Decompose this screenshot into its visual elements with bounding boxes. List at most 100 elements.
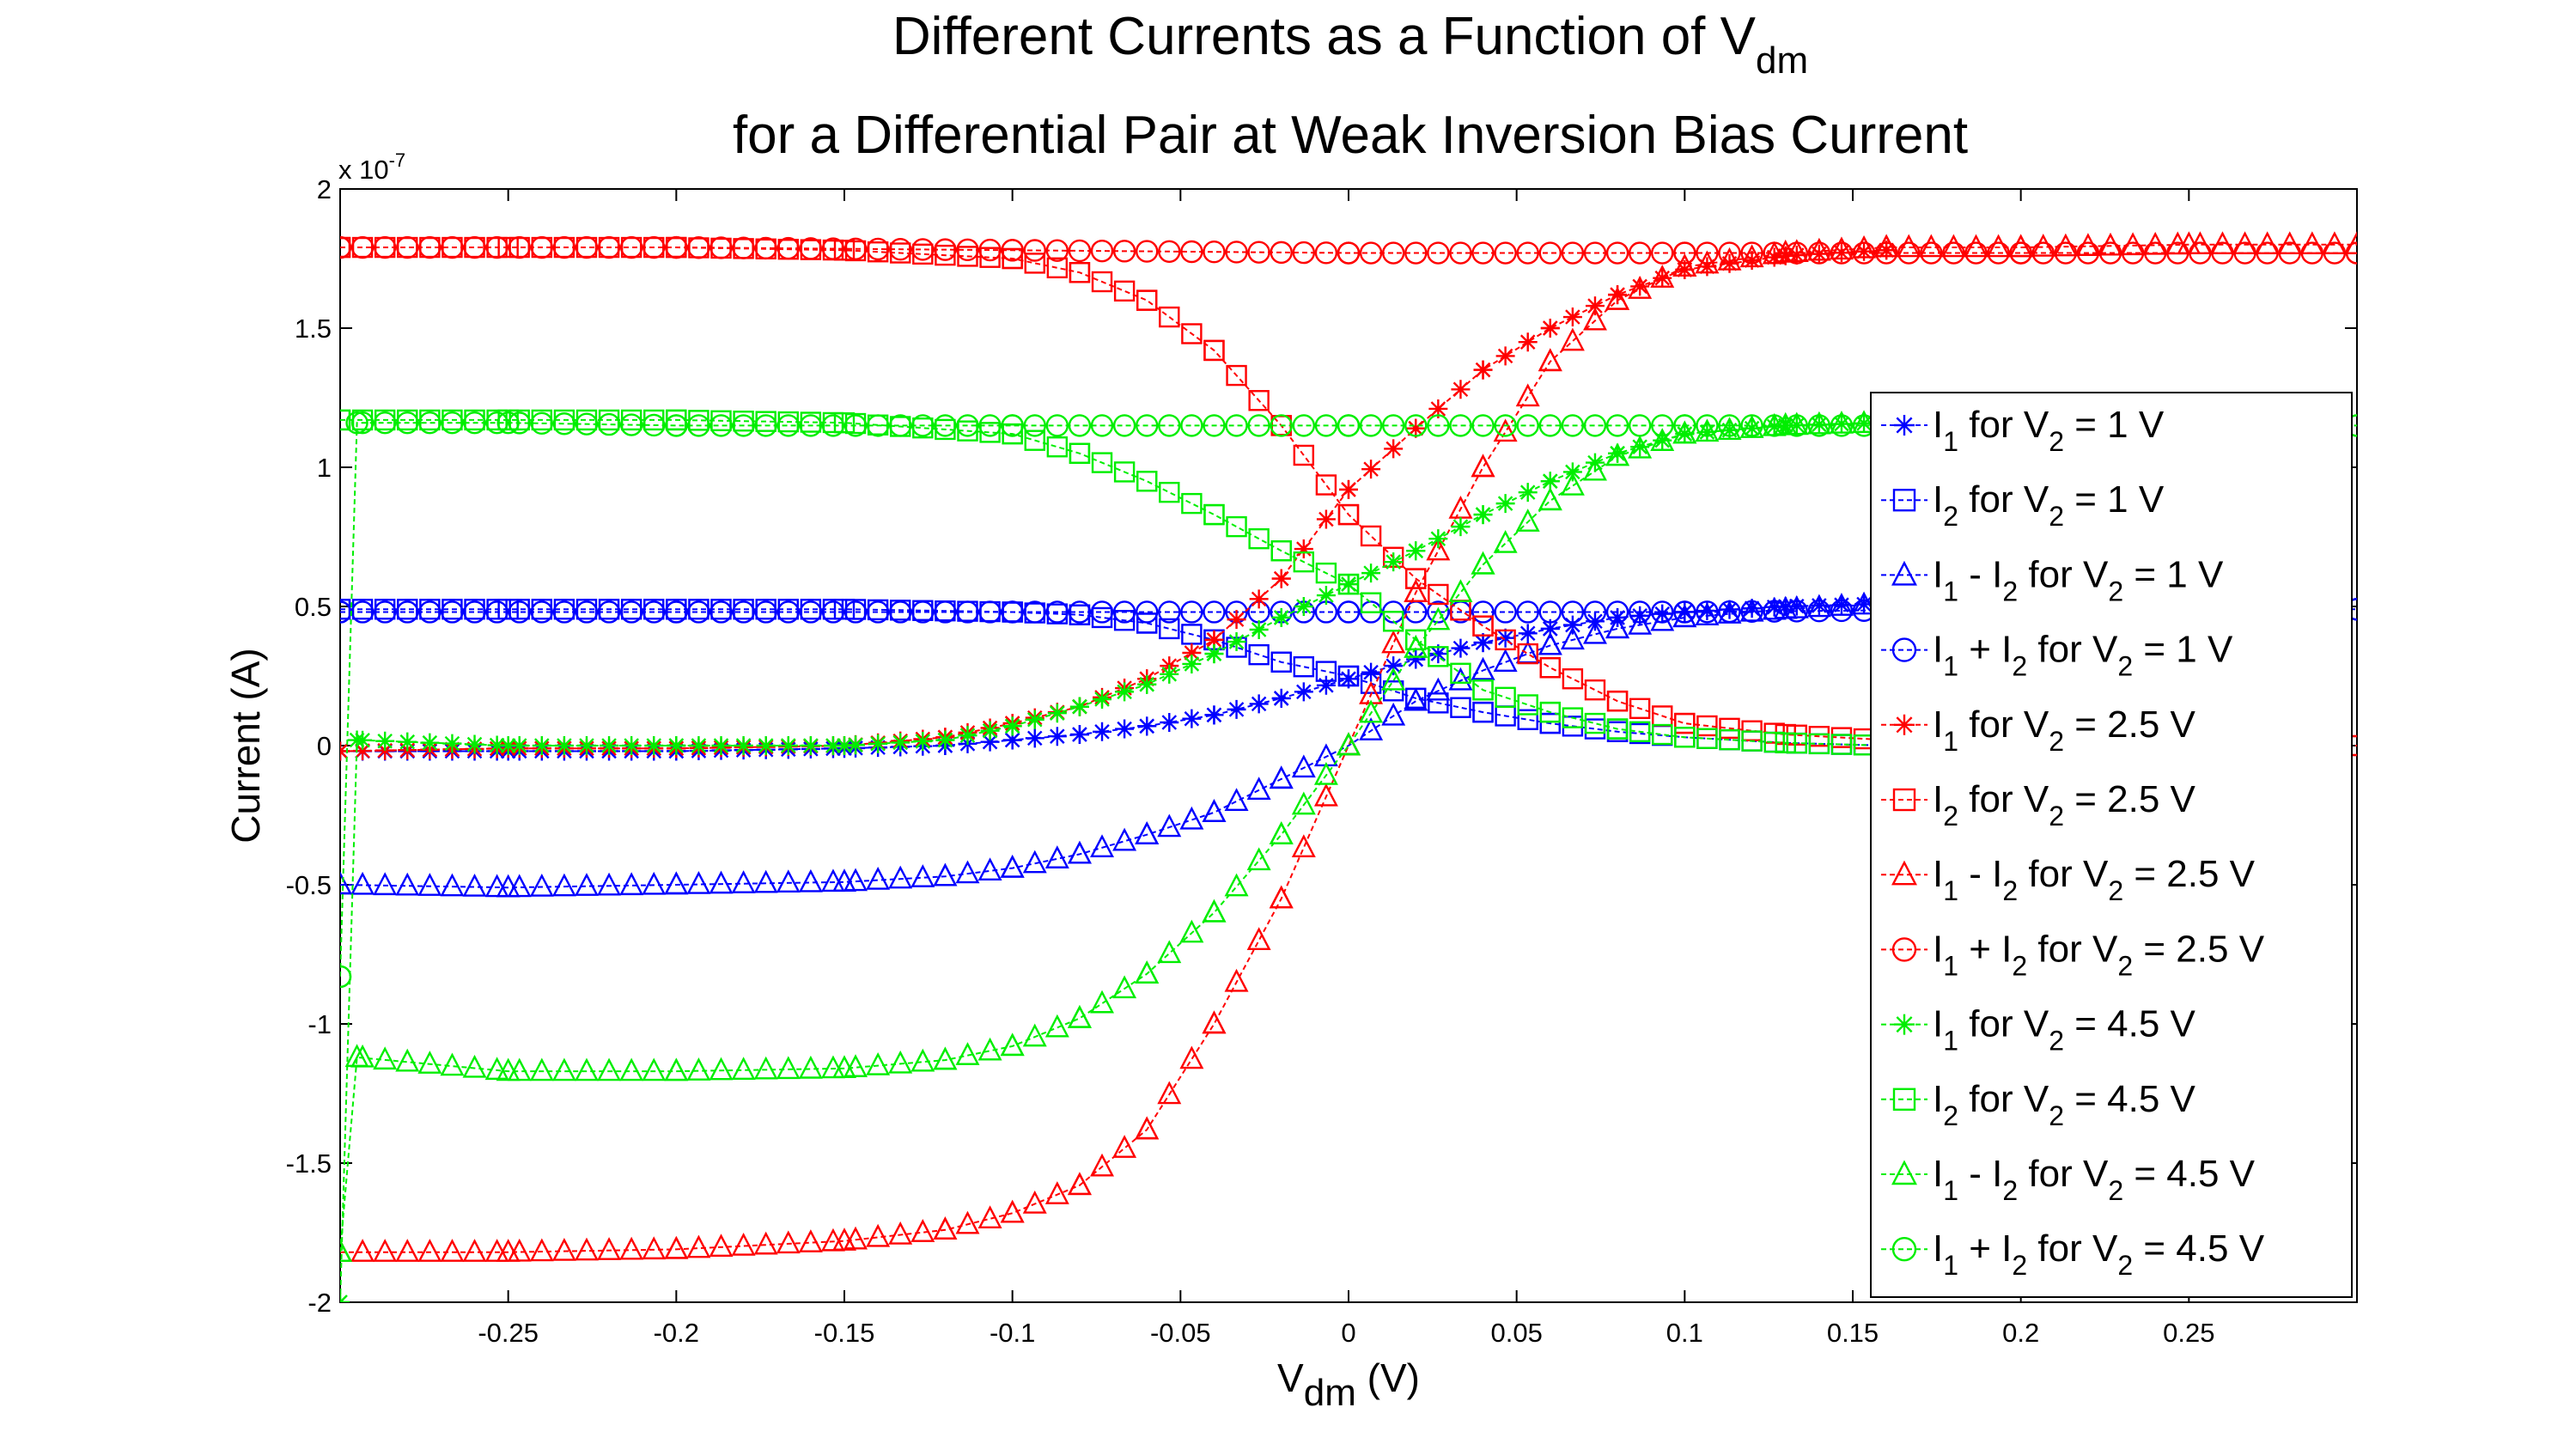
data-point-circle — [843, 237, 868, 260]
data-point-circle — [1628, 600, 1652, 624]
data-point-circle — [619, 235, 643, 259]
data-point-circle — [418, 235, 442, 259]
data-point-circle — [575, 600, 599, 624]
legend-label-part: for V — [1958, 404, 2049, 446]
legend-label: I2 for V2 = 4.5 V — [1933, 1078, 2196, 1131]
data-point-triangle — [1044, 1181, 1069, 1204]
legend-label-part: - I — [1958, 553, 2002, 595]
data-point-star — [1025, 710, 1044, 729]
data-point-circle — [1897, 241, 1921, 265]
data-point-star — [420, 733, 440, 752]
data-point-triangle — [1291, 791, 1316, 815]
data-point-circle — [1830, 241, 1854, 265]
data-point-square — [1775, 732, 1796, 753]
data-point-star — [1406, 418, 1426, 438]
legend-label: I1 - I2 for V2 = 2.5 V — [1933, 853, 2256, 906]
legend-label-part: for V — [1958, 1078, 2049, 1120]
data-point-square — [1046, 436, 1069, 458]
data-point-circle — [1785, 241, 1808, 265]
chart-title-line1: Different Currents as a Function of Vdm — [892, 7, 1808, 82]
data-point-circle — [1427, 600, 1450, 624]
data-point-triangle — [888, 865, 913, 889]
data-point-circle — [508, 411, 531, 435]
data-point-circle — [1023, 239, 1046, 262]
data-point-circle — [2189, 241, 2212, 265]
data-point-circle — [1158, 600, 1181, 624]
data-point-triangle — [1291, 754, 1316, 778]
series-line — [340, 422, 1887, 1252]
data-point-circle — [934, 414, 957, 437]
data-point-square — [1786, 732, 1807, 754]
data-point-square — [1382, 611, 1404, 632]
x-tick-label: -0.2 — [654, 1318, 699, 1348]
data-point-triangle — [1202, 899, 1227, 923]
data-point-triangle — [776, 869, 801, 893]
legend-label-part: 2 — [1943, 801, 1958, 832]
legend-label-part: 2 — [2002, 1175, 2018, 1206]
data-point-star — [846, 735, 866, 755]
y-axis-multiplier: x 10-7 — [338, 149, 405, 185]
data-point-star — [1428, 644, 1448, 664]
data-point-circle — [2143, 241, 2167, 265]
data-point-square — [1892, 489, 1916, 512]
data-point-circle — [2211, 241, 2234, 265]
legend-label-part: 1 — [1943, 1026, 1958, 1057]
legend-label-part: = 4.5 V — [2064, 1078, 2196, 1120]
data-point-triangle — [1269, 765, 1294, 789]
legend-label-part: for V — [2027, 1228, 2118, 1270]
data-point-star — [1137, 674, 1157, 694]
data-point-square — [1248, 527, 1270, 550]
data-point-triangle — [1157, 1081, 1182, 1105]
data-point-star — [1540, 319, 1560, 338]
data-point-star — [1316, 509, 1336, 529]
data-point-triangle — [1135, 1116, 1160, 1140]
data-point-circle — [396, 600, 419, 624]
data-point-circle — [1516, 414, 1539, 437]
data-point-triangle — [597, 872, 622, 896]
data-point-triangle — [1448, 667, 1473, 691]
data-point-triangle — [1359, 717, 1384, 740]
data-point-circle — [1090, 414, 1114, 437]
legend-label-part: + I — [1958, 928, 2012, 970]
legend-label-part: I — [1933, 928, 1943, 970]
data-point-star — [465, 734, 484, 754]
data-point-triangle — [1493, 649, 1518, 672]
data-point-star — [554, 736, 574, 755]
data-point-star — [498, 736, 518, 755]
data-point-triangle — [344, 1044, 369, 1068]
data-point-triangle — [731, 870, 756, 893]
data-point-square — [1226, 364, 1247, 387]
data-point-circle — [575, 235, 599, 259]
data-point-circle — [1270, 241, 1293, 265]
data-point-circle — [1561, 414, 1585, 437]
data-point-triangle — [1090, 834, 1115, 857]
data-point-circle — [1337, 414, 1361, 437]
data-point-circle — [687, 236, 710, 259]
data-point-triangle — [1852, 410, 1877, 434]
data-point-triangle — [619, 1236, 644, 1260]
legend-label-part: = 2.5 V — [2064, 778, 2196, 820]
data-point-triangle — [373, 1046, 398, 1070]
legend-label-part: + I — [1958, 1228, 2012, 1270]
data-point-circle — [709, 236, 733, 259]
data-point-star — [487, 735, 507, 755]
data-point-circle — [441, 411, 464, 435]
legend-label-part: 2 — [2049, 1026, 2064, 1057]
data-point-star — [823, 736, 843, 755]
data-point-circle — [687, 600, 710, 624]
data-point-star — [1428, 399, 1448, 418]
legend-entry: I1 + I2 for V2 = 2.5 V — [1881, 928, 2265, 981]
data-point-star — [1562, 615, 1582, 635]
data-point-circle — [441, 235, 464, 259]
data-point-circle — [350, 411, 375, 435]
data-point-square — [1337, 503, 1360, 526]
data-point-circle — [340, 235, 352, 259]
data-point-triangle — [888, 1221, 913, 1245]
legend-label-part: 1 — [1943, 426, 1958, 457]
data-point-circle — [1381, 414, 1405, 437]
data-point-triangle — [1000, 1199, 1025, 1223]
data-point-circle — [1538, 600, 1562, 624]
data-point-circle — [732, 414, 755, 437]
legend-label-part: - I — [1958, 1153, 2002, 1195]
data-point-triangle — [866, 867, 891, 890]
